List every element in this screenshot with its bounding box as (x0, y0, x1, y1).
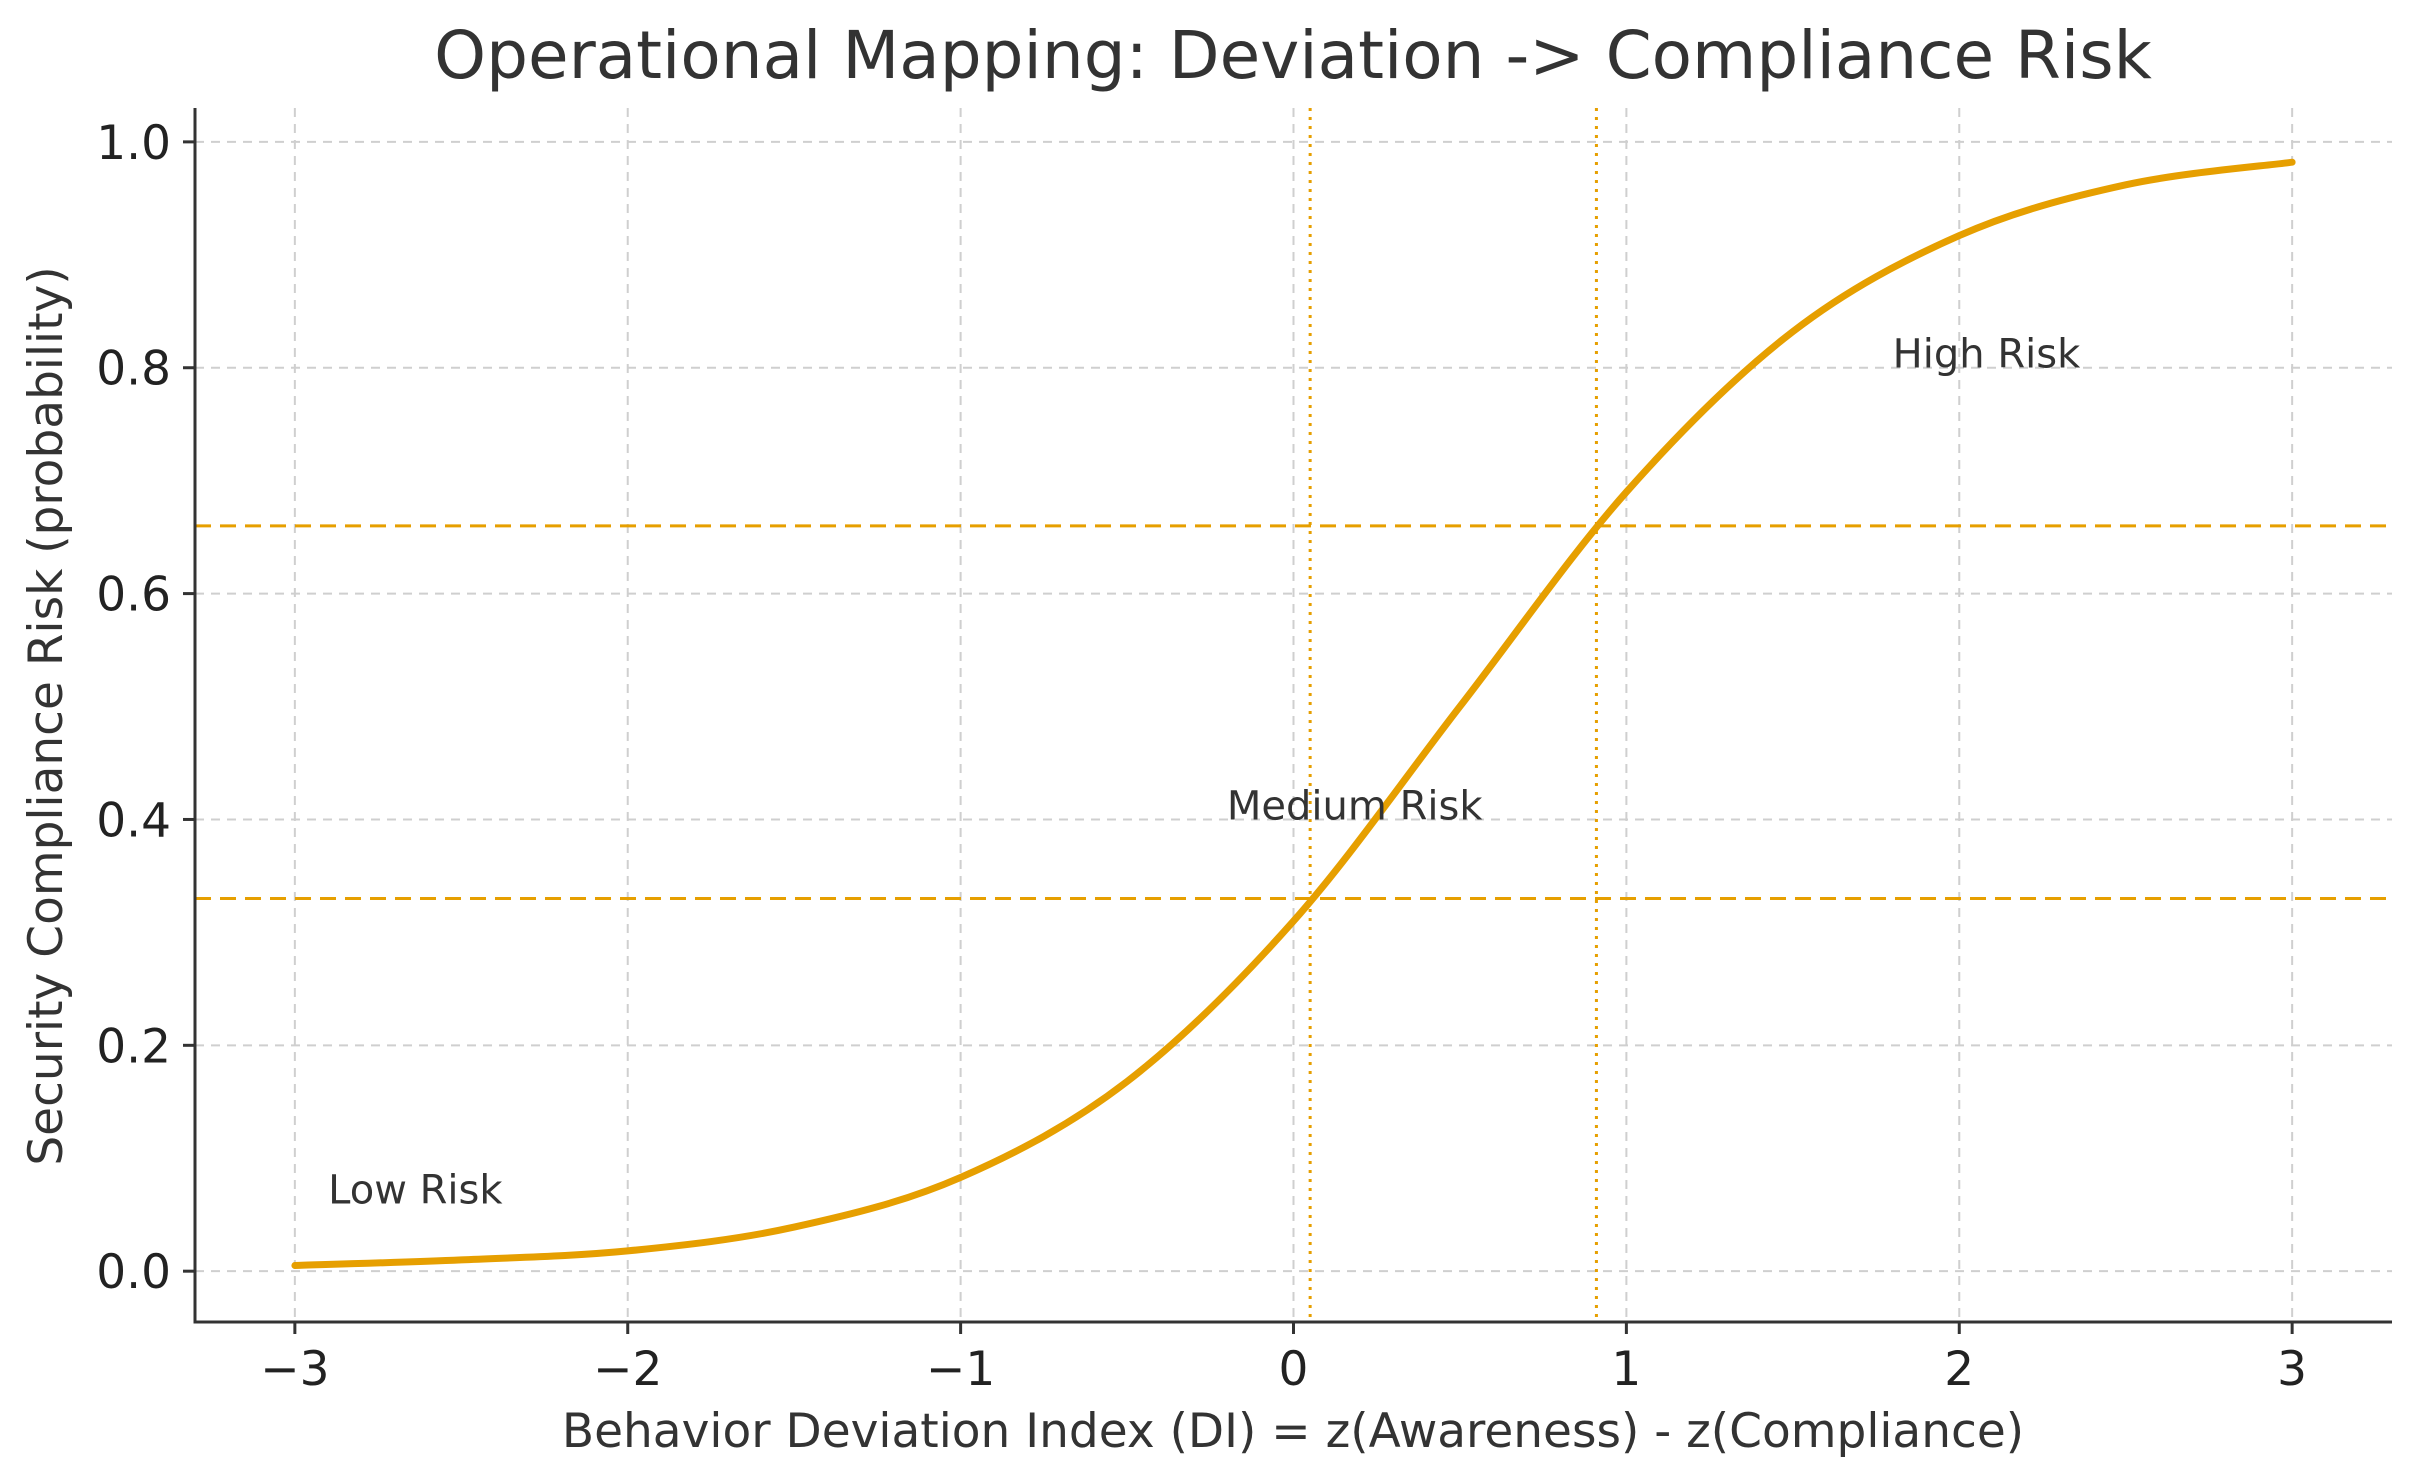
axes (183, 108, 2392, 1334)
y-tick-label: 1.0 (96, 116, 171, 171)
y-tick-label: 0.4 (96, 793, 171, 848)
x-tick-label: −2 (593, 1342, 662, 1397)
series (291, 158, 2296, 1269)
x-tick-label: 2 (1944, 1342, 1974, 1397)
risk-curve-line (291, 158, 2296, 1269)
x-tick-label: −3 (260, 1342, 329, 1397)
x-axis-label: Behavior Deviation Index (DI) = z(Awaren… (562, 1404, 2024, 1459)
y-tick-label: 0.2 (96, 1019, 171, 1074)
threshold-lines (195, 108, 2392, 1322)
y-tick-label: 0.8 (96, 342, 171, 397)
annotation-label: High Risk (1893, 332, 2081, 378)
annotation-label: Low Risk (328, 1167, 503, 1213)
x-tick-label: 3 (2277, 1342, 2307, 1397)
annotations: Low Risk Medium Risk High Risk (328, 332, 2081, 1214)
x-tick-label: 1 (1611, 1342, 1641, 1397)
x-tick-label: 0 (1279, 1342, 1309, 1397)
y-tick-label: 0.0 (96, 1245, 171, 1300)
y-axis-label: Security Compliance Risk (probability) (19, 266, 74, 1165)
chart-title: Operational Mapping: Deviation -> Compli… (434, 17, 2152, 94)
tick-labels: −3 −2 −1 0 1 2 3 0.0 0.2 0.4 0.6 0.8 1.0 (96, 116, 2307, 1397)
grid (195, 108, 2392, 1322)
y-tick-label: 0.6 (96, 568, 171, 623)
x-tick-label: −1 (926, 1342, 995, 1397)
annotation-label: Medium Risk (1227, 783, 1483, 829)
